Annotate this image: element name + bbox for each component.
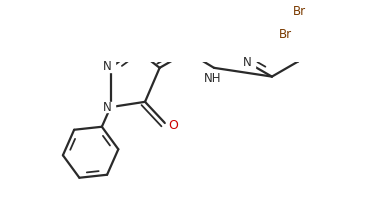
Text: O: O [168, 119, 178, 132]
Text: N: N [103, 101, 112, 114]
Text: Br: Br [279, 28, 292, 41]
Bar [100, 61, 115, 72]
Text: NH: NH [204, 73, 222, 85]
Bar [203, 73, 222, 85]
Text: N: N [242, 56, 251, 69]
Bar [100, 102, 115, 112]
Bar [239, 57, 255, 68]
Text: N: N [103, 60, 112, 73]
Bar [166, 120, 180, 131]
Text: Br: Br [293, 5, 306, 18]
